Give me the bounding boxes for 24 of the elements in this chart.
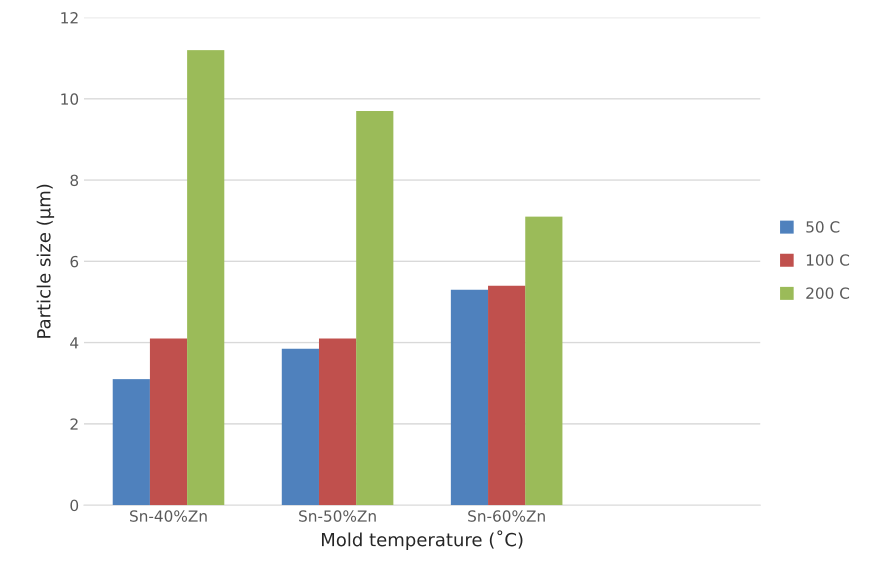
y-tick-label: 2: [70, 418, 78, 430]
bar: [112, 379, 150, 506]
y-axis-title: Particle size (µm): [36, 184, 54, 338]
bar: [450, 290, 488, 506]
bar: [282, 348, 319, 506]
bar: [187, 50, 224, 506]
bar: [150, 338, 188, 506]
y-tick-label: 4: [70, 337, 78, 348]
legend-label: 200 C: [806, 287, 850, 299]
x-tick-label: Sn-60%Zn: [468, 510, 545, 522]
bar: [318, 338, 356, 506]
bar: [356, 111, 394, 506]
y-tick-label: 0: [70, 500, 78, 512]
x-tick-label: Sn-50%Zn: [299, 510, 376, 522]
legend-label: 50 C: [806, 221, 840, 233]
bar: [488, 286, 526, 506]
bar: [525, 216, 562, 506]
y-tick-label: 8: [70, 174, 78, 186]
y-tick-label: 12: [61, 12, 78, 24]
y-tick-label: 6: [70, 256, 78, 268]
x-tick-label: Sn-40%Zn: [130, 510, 207, 522]
legend-label: 100 C: [806, 254, 850, 266]
y-tick-label: 10: [61, 93, 78, 105]
x-axis-title: Mold temperature (˚C): [322, 530, 522, 550]
